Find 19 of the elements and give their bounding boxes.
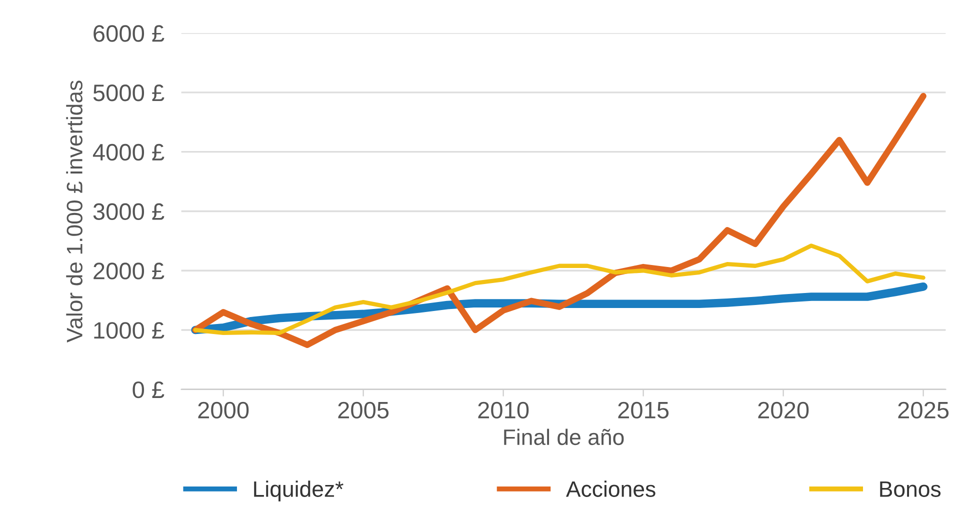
y-tick-label: 0 £ (132, 381, 164, 398)
y-tick-label: 6000 £ (94, 25, 164, 42)
legend-label: Acciones (566, 480, 656, 497)
y-tick-label: 4000 £ (92, 144, 164, 161)
x-tick-label: 2010 (478, 402, 529, 419)
x-tick-label: 2000 (198, 402, 249, 419)
x-tick-label: 2020 (758, 402, 809, 419)
line-series (193, 244, 926, 336)
x-axis-title: Final de año (504, 428, 624, 446)
x-tick-label: 2025 (898, 402, 949, 419)
y-tick-label: 5000 £ (93, 84, 164, 102)
y-axis-title: Valor de 1.000 £ invertidas (66, 80, 82, 342)
x-tick-label: 2005 (338, 402, 389, 419)
y-tick-label: 1000 £ (94, 322, 164, 339)
x-tick-label: 2015 (618, 402, 669, 419)
legend-label: Liquidez* (254, 480, 344, 502)
legend-label: Bonos (880, 481, 941, 497)
y-tick-label: 3000 £ (93, 203, 164, 220)
y-tick-label: 2000 £ (94, 262, 164, 280)
